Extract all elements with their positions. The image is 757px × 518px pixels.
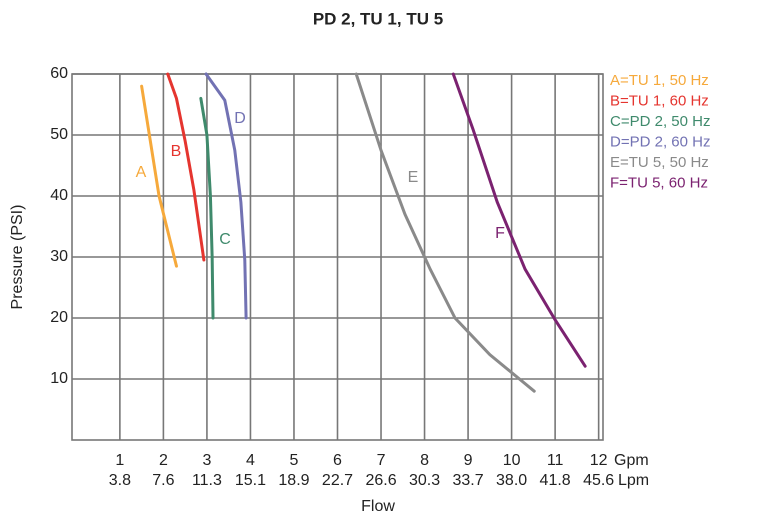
x2-tick-label: 26.6	[365, 472, 396, 489]
x-tick-label: 8	[420, 452, 429, 469]
x-axis-label: Flow	[361, 498, 395, 515]
x-unit: Gpm	[614, 452, 649, 469]
y-tick-label: 20	[50, 309, 68, 326]
data-line	[166, 72, 206, 262]
curve-label: E	[408, 169, 419, 186]
y-tick-label: 50	[50, 126, 68, 143]
legend-entry: E=TU 5, 50 Hz	[610, 154, 709, 171]
legend-entry: C=PD 2, 50 Hz	[610, 113, 710, 130]
curve-label: A	[136, 164, 147, 181]
x-tick-label: 1	[115, 452, 124, 469]
x-tick-label: 5	[290, 452, 299, 469]
data-line	[140, 84, 178, 268]
curve-label: F	[495, 225, 505, 242]
y-axis-label: Pressure (PSI)	[9, 205, 26, 310]
data-line	[354, 72, 536, 393]
curve-label: B	[171, 143, 182, 160]
data-line	[199, 96, 215, 320]
data-line	[451, 72, 587, 368]
x2-tick-label: 3.8	[109, 472, 131, 489]
x-tick-label: 4	[246, 452, 255, 469]
x2-tick-label: 33.7	[453, 472, 484, 489]
x2-tick-label: 45.6	[583, 472, 614, 489]
x2-tick-label: 7.6	[152, 472, 174, 489]
y-tick-label: 30	[50, 248, 68, 265]
curve-label: D	[234, 110, 246, 127]
x2-tick-label: 15.1	[235, 472, 266, 489]
x-tick-label: 11	[547, 452, 564, 469]
x2-tick-label: 38.0	[496, 472, 527, 489]
data-line	[204, 72, 248, 320]
curve-label: C	[219, 231, 231, 248]
x-tick-label: 3	[202, 452, 211, 469]
y-tick-label: 60	[50, 65, 68, 82]
chart-title: PD 2, TU 1, TU 5	[313, 9, 443, 28]
x-tick-label: 10	[503, 452, 521, 469]
x-tick-label: 12	[590, 452, 608, 469]
x-tick-label: 2	[159, 452, 168, 469]
legend-entry: F=TU 5, 60 Hz	[610, 174, 708, 191]
x-tick-label: 7	[377, 452, 386, 469]
x2-tick-label: 41.8	[540, 472, 571, 489]
y-tick-label: 40	[50, 187, 68, 204]
x2-unit: Lpm	[618, 472, 649, 489]
x2-tick-label: 18.9	[278, 472, 309, 489]
y-tick-label: 10	[50, 370, 68, 387]
x2-tick-label: 30.3	[409, 472, 440, 489]
legend-entry: D=PD 2, 60 Hz	[610, 133, 710, 150]
x2-tick-label: 22.7	[322, 472, 353, 489]
x2-tick-label: 11.3	[192, 472, 222, 489]
x-tick-label: 9	[464, 452, 473, 469]
x-tick-label: 6	[333, 452, 342, 469]
legend-entry: A=TU 1, 50 Hz	[610, 72, 709, 89]
legend-entry: B=TU 1, 60 Hz	[610, 92, 709, 109]
